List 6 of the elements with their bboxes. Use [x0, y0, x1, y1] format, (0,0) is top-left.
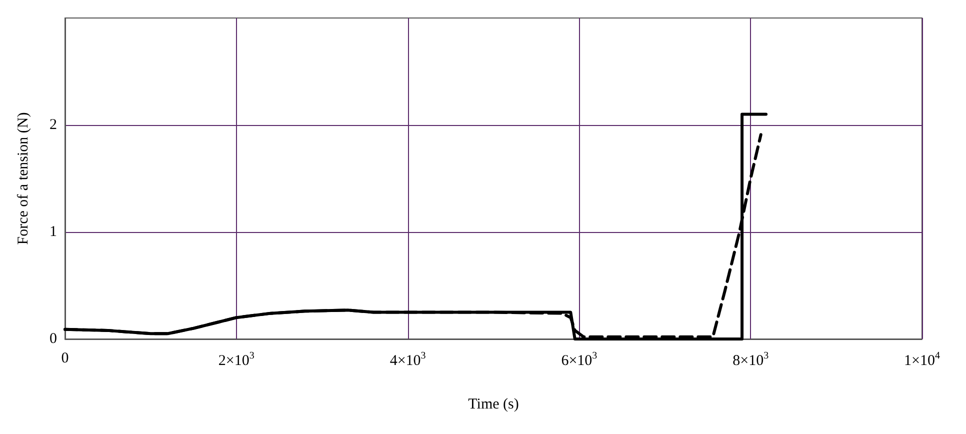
- x-axis-title: Time (s): [468, 396, 519, 412]
- y-axis-title: Force of a tension (N): [16, 112, 32, 245]
- x-tick-label: 0: [61, 350, 69, 366]
- y-tick-label: 2: [50, 117, 57, 133]
- y-tick-label: 0: [50, 331, 57, 347]
- y-tick-label: 1: [50, 224, 57, 240]
